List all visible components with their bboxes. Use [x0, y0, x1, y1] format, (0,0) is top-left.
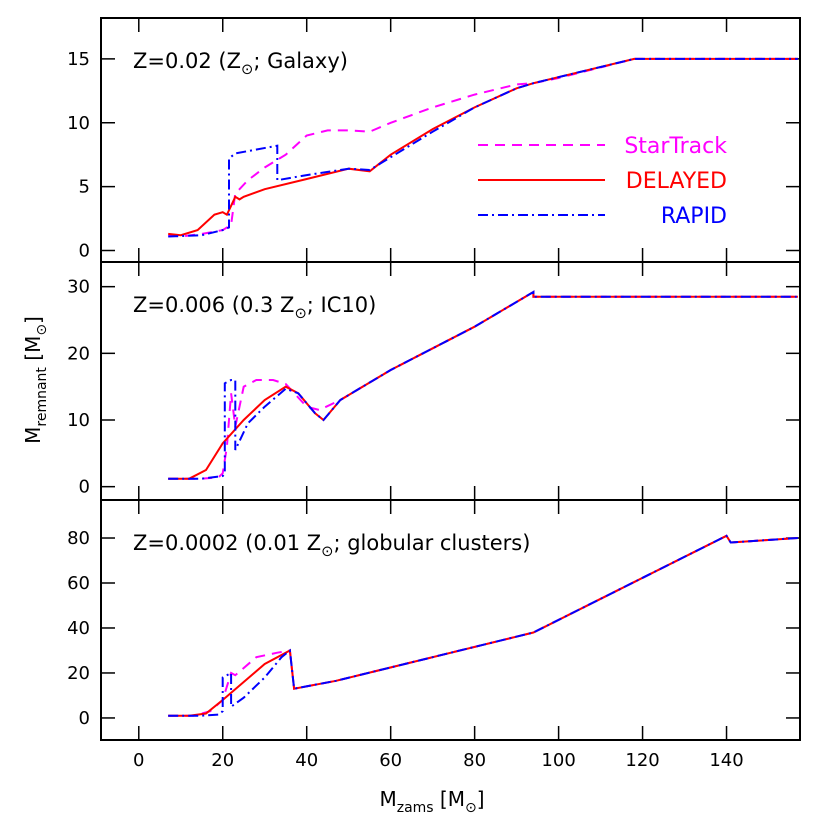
plot-frame: [100, 499, 801, 741]
x-tick-label: 0: [133, 750, 144, 771]
legend-label: StarTrack: [624, 134, 727, 159]
y-tick-label: 10: [67, 113, 90, 134]
label-part: ; globular clusters): [333, 531, 530, 555]
x-tick-label: 20: [211, 750, 234, 771]
series-line: [168, 290, 798, 480]
label-part: M: [379, 787, 396, 811]
legend-label: DELAYED: [626, 169, 727, 194]
y-tick-label: 5: [79, 177, 90, 198]
panel-annotation: Z=0.0002 (0.01 Z⊙; globular clusters): [133, 531, 530, 560]
label-part: ]: [477, 787, 485, 811]
x-tick-label: 80: [463, 750, 486, 771]
label-part: ⊙: [34, 324, 50, 336]
panel-annotation: Z=0.02 (Z⊙; Galaxy): [133, 49, 348, 78]
label-part: ⊙: [241, 61, 253, 78]
y-tick-label: 40: [67, 618, 90, 639]
label-part: ⊙: [321, 543, 333, 560]
y-axis-label: Mremnant [M⊙]: [21, 316, 50, 444]
x-axis-label: Mzams [M⊙]: [379, 787, 484, 816]
series-line: [168, 290, 798, 480]
y-tick-label: 10: [67, 410, 90, 431]
x-tick-label: 140: [709, 750, 743, 771]
series-line: [168, 534, 798, 717]
label-part: ⊙: [465, 800, 477, 816]
label-part: ]: [21, 316, 45, 324]
y-tick-label: 20: [67, 663, 90, 684]
series-line: [168, 57, 798, 238]
y-tick-label: 15: [67, 49, 90, 70]
y-tick-label: 0: [79, 241, 90, 262]
x-tick-label: 60: [379, 750, 402, 771]
label-part: Z=0.006 (0.3 Z: [133, 293, 294, 317]
label-part: M: [21, 427, 45, 444]
label-part: ; IC10): [307, 293, 377, 317]
x-tick-label: 100: [541, 750, 575, 771]
series-line: [168, 534, 798, 717]
series-line: [168, 57, 798, 238]
label-part: Z=0.0002 (0.01 Z: [133, 531, 321, 555]
x-tick-label: 120: [625, 750, 659, 771]
label-part: zams: [397, 800, 434, 816]
label-part: ; Galaxy): [253, 49, 348, 73]
y-tick-label: 80: [67, 528, 90, 549]
panel-annotation: Z=0.006 (0.3 Z⊙; IC10): [133, 293, 376, 322]
y-tick-label: 0: [79, 477, 90, 498]
y-tick-label: 0: [79, 708, 90, 729]
y-tick-label: 30: [67, 277, 90, 298]
y-tick-label: 20: [67, 343, 90, 364]
label-part: [M: [21, 336, 45, 367]
series-line: [168, 534, 798, 717]
y-tick-label: 60: [67, 573, 90, 594]
label-part: [M: [434, 787, 465, 811]
x-tick-label: 40: [295, 750, 318, 771]
label-part: remnant: [34, 367, 50, 427]
label-part: ⊙: [294, 305, 306, 322]
legend-label: RAPID: [661, 204, 727, 229]
series-line: [168, 290, 798, 480]
label-part: Z=0.02 (Z: [133, 49, 241, 73]
